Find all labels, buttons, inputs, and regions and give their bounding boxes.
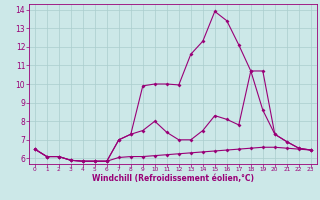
X-axis label: Windchill (Refroidissement éolien,°C): Windchill (Refroidissement éolien,°C) [92,174,254,183]
